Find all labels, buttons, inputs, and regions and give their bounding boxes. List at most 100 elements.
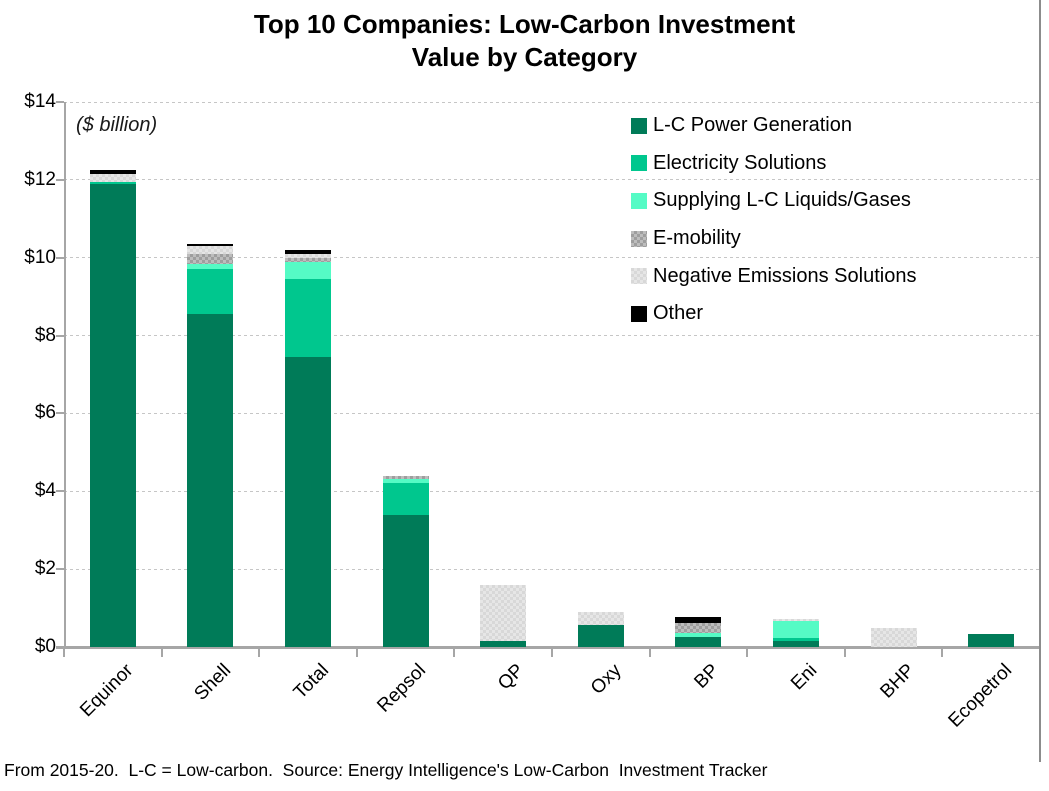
legend-swatch-icon (631, 155, 647, 172)
legend-label: Other (653, 302, 704, 325)
gridline (64, 568, 1040, 570)
chart-title-line2: Value by Category (411, 42, 638, 72)
x-axis-category-label-text: Oxy (586, 660, 626, 699)
legend-item: Electricity Solutions (631, 145, 916, 183)
bar-segment-shell-other (187, 244, 234, 246)
legend-label: Supplying L-C Liquids/Gases (653, 189, 911, 212)
gridline (64, 335, 1040, 337)
bar-segment-shell-negative-emissions-solutions (187, 246, 234, 254)
legend-label: L-C Power Generation (653, 114, 852, 137)
x-axis-tick (746, 649, 749, 657)
x-axis-category-label-text: BP (690, 660, 724, 693)
bar-segment-total-negative-emissions-solutions (285, 254, 331, 258)
bar-segment-eni-electricity-solutions (773, 638, 819, 641)
x-axis-tick (551, 649, 553, 657)
x-axis-tick (843, 649, 846, 657)
bar-segment-bp-e-mobility (675, 623, 722, 633)
gridline (64, 490, 1040, 492)
bar-segment-bp-l-c-power-generation (675, 637, 722, 647)
legend-swatch-icon (631, 192, 647, 209)
x-axis-category-label-text: BHP (875, 660, 919, 703)
x-axis-tick (355, 649, 358, 657)
x-axis-category-label-text: Equinor (76, 660, 138, 722)
x-axis-tick (941, 649, 944, 657)
bar-segment-equinor-negative-emissions-solutions (89, 174, 136, 182)
bar-segment-shell-l-c-power-generation (187, 314, 234, 647)
bar-segment-oxy-l-c-power-generation (577, 625, 624, 647)
y-axis-label: $12 (24, 168, 56, 190)
bar-segment-total-electricity-solutions (285, 279, 331, 357)
bar-segment-bp-other (675, 617, 722, 623)
x-axis-category-label-text: Ecopetrol (944, 660, 1017, 732)
bar-segment-repsol-e-mobility (382, 476, 429, 479)
bar-segment-repsol-l-c-power-generation (382, 515, 429, 647)
y-axis-label: $0 (34, 636, 56, 657)
bar-segment-total-supplying-l-c-liquids-gases (285, 262, 331, 279)
bar-segment-equinor-electricity-solutions (89, 182, 136, 184)
bar-segment-equinor-l-c-power-generation (89, 184, 136, 647)
legend-item: Supplying L-C Liquids/Gases (631, 182, 916, 220)
y-axis-label: $8 (34, 324, 56, 346)
y-axis-label: $2 (34, 558, 56, 580)
x-axis-tick (453, 649, 456, 657)
chart-legend: L-C Power Generation Electricity Solution… (631, 107, 916, 333)
y-axis-label: $4 (34, 480, 56, 502)
legend-item: Negative Emissions Solutions (631, 257, 916, 295)
x-axis-tick (63, 649, 65, 657)
bar-segment-ecopetrol-l-c-power-generation (968, 634, 1015, 647)
y-axis-label: $6 (34, 402, 56, 424)
bar-segment-total-other (285, 250, 331, 254)
legend-item: L-C Power Generation (631, 107, 916, 145)
y-axis-tick (56, 568, 64, 571)
legend-swatch-icon (631, 305, 647, 322)
gridline (64, 179, 1040, 181)
bar-segment-oxy-negative-emissions-solutions (577, 612, 624, 625)
legend-swatch-icon (631, 268, 647, 285)
legend-swatch-icon (631, 117, 647, 134)
y-axis-label: $10 (24, 246, 56, 268)
y-axis-line (64, 102, 66, 647)
legend-swatch-icon (631, 230, 647, 247)
bar-segment-eni-l-c-power-generation (773, 641, 819, 647)
x-axis-category-label-text: Eni (786, 660, 821, 695)
legend-item: E-mobility (631, 220, 916, 258)
y-axis-label: $14 (24, 91, 56, 112)
x-axis-category-label-text: Total (289, 660, 333, 704)
bar-segment-eni-supplying-l-c-liquids-gases (773, 621, 819, 638)
x-axis-category-label-text: Shell (190, 660, 236, 705)
bar-segment-shell-supplying-l-c-liquids-gases (187, 264, 234, 269)
y-axis-tick (56, 334, 64, 337)
x-axis-line (56, 646, 1040, 649)
bar-segment-bp-supplying-l-c-liquids-gases (675, 633, 722, 637)
bar-segment-bhp-negative-emissions-solutions (870, 628, 917, 647)
source-note: From 2015-20. L-C = Low-carbon. Source: … (4, 760, 768, 780)
x-axis-category-label-text: QP (493, 660, 529, 695)
bar-segment-shell-electricity-solutions (187, 269, 234, 314)
y-axis-tick (56, 256, 64, 259)
gridline (64, 412, 1040, 414)
bar-segment-repsol-electricity-solutions (382, 483, 429, 515)
legend-label: E-mobility (653, 227, 741, 250)
legend-item: Other (631, 295, 916, 333)
y-axis-unit-label: ($ billion) (76, 114, 158, 136)
gridline (64, 101, 1040, 103)
x-axis-tick (160, 649, 163, 657)
bar-segment-qp-negative-emissions-solutions (480, 585, 527, 641)
legend-label: Electricity Solutions (653, 151, 827, 174)
x-axis-tick (258, 649, 261, 657)
bar-segment-shell-e-mobility (187, 254, 234, 264)
y-axis-tick (56, 101, 64, 103)
bar-segment-eni-negative-emissions-solutions (773, 619, 819, 621)
y-axis-tick (56, 178, 64, 181)
bar-segment-repsol-supplying-l-c-liquids-gases (382, 479, 429, 483)
bar-segment-qp-l-c-power-generation (480, 641, 527, 647)
y-axis-tick (56, 490, 64, 493)
bar-segment-equinor-other (89, 170, 136, 174)
bar-segment-total-l-c-power-generation (285, 357, 331, 647)
legend-label: Negative Emissions Solutions (653, 264, 917, 287)
bar-segment-total-e-mobility (285, 258, 331, 262)
x-axis-tick (648, 649, 651, 657)
chart-title: Top 10 Companies: Low-Carbon Investment … (0, 8, 1049, 74)
y-axis-tick (56, 412, 64, 415)
